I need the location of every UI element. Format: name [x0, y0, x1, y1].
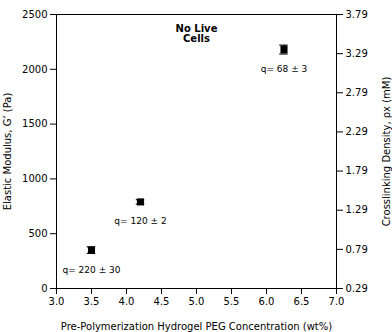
svg-text:5.5: 5.5 — [224, 296, 240, 307]
svg-text:7.0: 7.0 — [329, 296, 345, 307]
svg-text:q= 120 ± 2: q= 120 ± 2 — [114, 216, 166, 226]
svg-text:3.0: 3.0 — [49, 296, 65, 307]
svg-text:500: 500 — [28, 228, 47, 239]
svg-text:1000: 1000 — [22, 173, 47, 184]
svg-text:2000: 2000 — [22, 64, 47, 75]
svg-text:No LiveCells: No LiveCells — [176, 23, 218, 44]
svg-text:3.5: 3.5 — [84, 296, 100, 307]
svg-text:2500: 2500 — [22, 9, 47, 20]
svg-text:1.79: 1.79 — [346, 165, 368, 176]
svg-text:0: 0 — [41, 283, 47, 294]
svg-text:0.79: 0.79 — [346, 244, 368, 255]
svg-text:3.79: 3.79 — [346, 9, 368, 20]
svg-text:6.5: 6.5 — [294, 296, 310, 307]
svg-text:4.0: 4.0 — [119, 296, 135, 307]
svg-text:0.29: 0.29 — [346, 283, 368, 294]
svg-text:1500: 1500 — [22, 118, 47, 129]
svg-text:4.5: 4.5 — [154, 296, 170, 307]
svg-text:5.0: 5.0 — [189, 296, 205, 307]
svg-text:Pre-Polymerization Hydrogel PE: Pre-Polymerization Hydrogel PEG Concentr… — [61, 321, 332, 332]
svg-text:3.29: 3.29 — [346, 48, 368, 59]
svg-text:2.79: 2.79 — [346, 87, 368, 98]
svg-text:2.29: 2.29 — [346, 126, 368, 137]
svg-text:6.0: 6.0 — [259, 296, 275, 307]
svg-text:Elastic Modulus, G’ (Pa): Elastic Modulus, G’ (Pa) — [2, 93, 13, 211]
svg-text:1.29: 1.29 — [346, 204, 368, 215]
svg-text:q= 220 ± 30: q= 220 ± 30 — [62, 265, 120, 275]
svg-text:Crosslinking Density, ρx (mM): Crosslinking Density, ρx (mM) — [381, 77, 392, 227]
svg-text:q= 68 ± 3: q= 68 ± 3 — [261, 64, 308, 74]
